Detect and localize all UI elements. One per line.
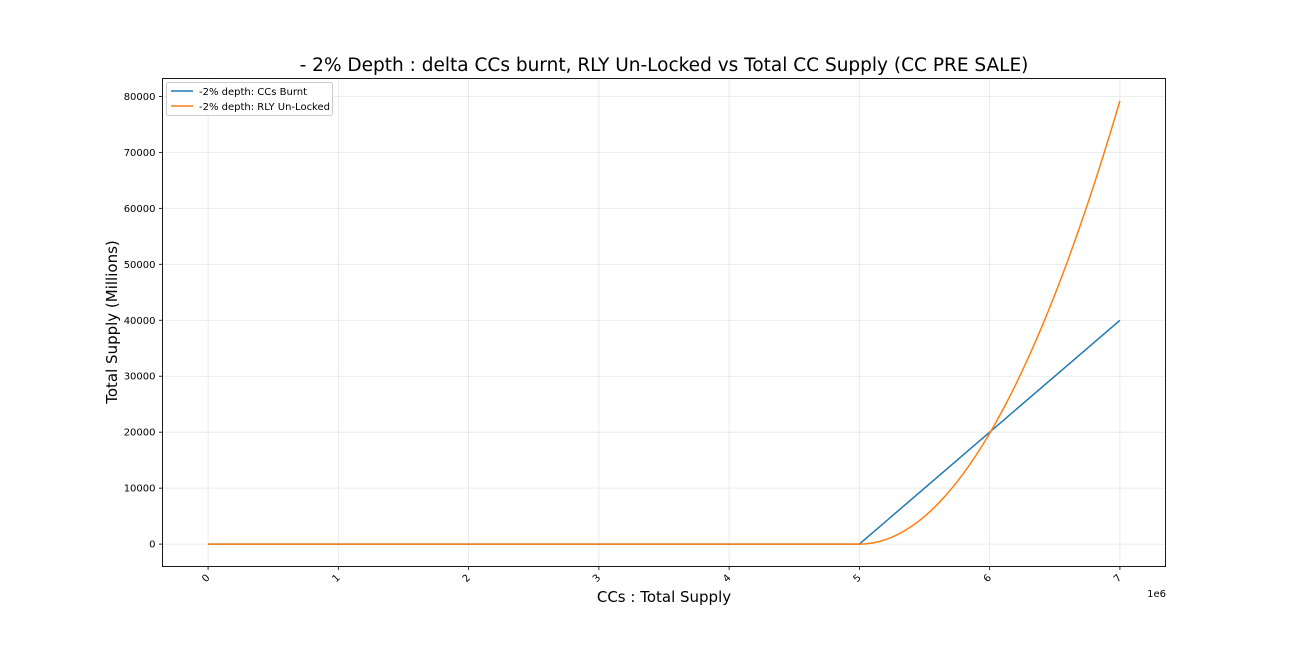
y-axis-label: Total Supply (Millions) [103,240,121,405]
y-tick-label: 60000 [124,204,156,215]
chart-title: - 2% Depth : delta CCs burnt, RLY Un-Loc… [300,55,1029,76]
plot-frame [162,78,1166,567]
y-tick-label: 70000 [124,148,156,159]
y-tick-label: 10000 [124,484,156,495]
y-tick-label: 0 [149,540,155,551]
series-line-2-depth-rly-un-locked [208,100,1121,545]
y-tick-label: 30000 [124,372,156,383]
y-tick-label: 40000 [124,316,156,327]
y-tick-label: 50000 [124,260,156,271]
y-axis: 0 10000 20000 30000 40000 50000 60000 70000 8000… [124,92,163,551]
legend: -2% depth: CCs Burnt -2% depth: RLY Un-L… [166,82,333,116]
y-tick-label: 80000 [124,92,156,103]
series-group [208,100,1121,545]
x-axis-label: CCs : Total Supply [597,588,731,606]
y-tick-label: 20000 [124,428,156,439]
legend-label-rly-unlocked: -2% depth: RLY Un-Locked [199,102,330,113]
legend-box [166,82,333,116]
x-axis-offset-label: 1e6 [1147,589,1166,600]
legend-label-ccs-burnt: -2% depth: CCs Burnt [199,87,307,98]
